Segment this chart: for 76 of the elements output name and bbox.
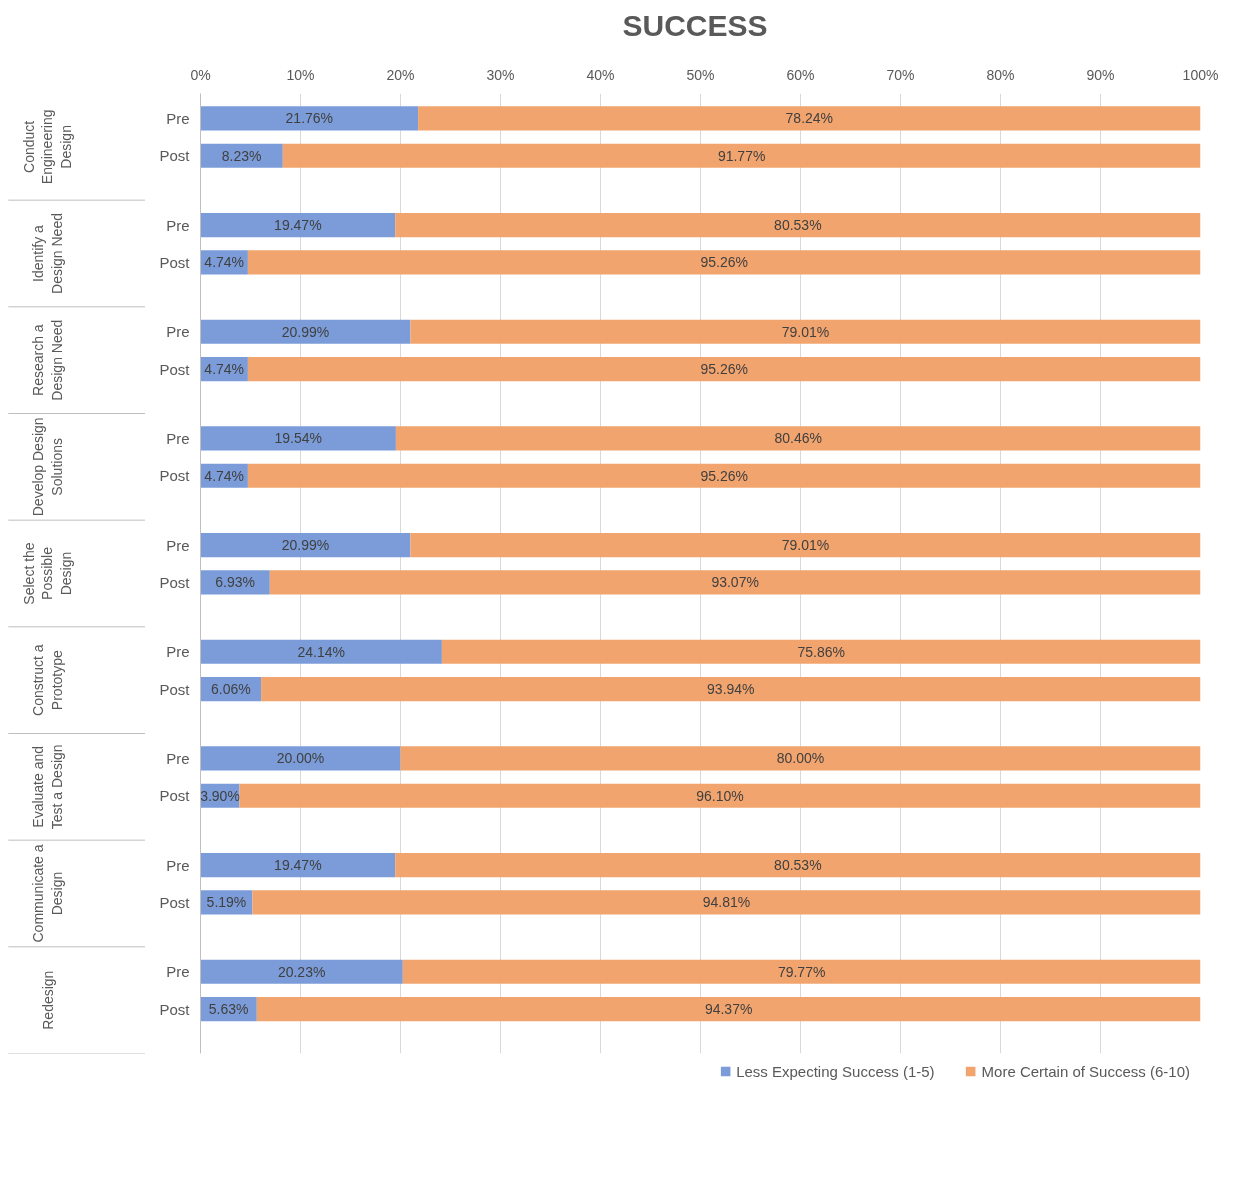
y-tick-label: Post: [159, 147, 191, 165]
legend-label: Less Expecting Success (1-5): [736, 1062, 935, 1080]
data-label: 80.53%: [774, 216, 822, 233]
y-tick-label: Pre: [166, 749, 190, 767]
y-tick-label: Pre: [166, 536, 190, 554]
data-label: 24.14%: [297, 643, 345, 660]
y-tick-label: Pre: [166, 109, 190, 127]
data-label: 96.10%: [696, 787, 744, 804]
y-tick-label: Post: [159, 787, 191, 805]
data-label: 19.47%: [274, 216, 322, 233]
text: Redesign: [39, 970, 56, 1030]
x-tick-label: 0%: [190, 66, 211, 83]
x-tick-label: 40%: [586, 66, 615, 83]
data-label: 79.77%: [777, 963, 826, 980]
y-tick-label: Pre: [166, 963, 190, 981]
data-label: 80.46%: [774, 430, 822, 447]
y-tick-label: Pre: [166, 323, 190, 341]
data-label: 4.74%: [204, 254, 245, 271]
x-tick-label: 80%: [986, 66, 1015, 83]
y-tick-label: Post: [159, 680, 191, 698]
y-tick-label: Post: [159, 573, 191, 591]
data-label: 95.26%: [700, 360, 748, 377]
data-label: 19.54%: [274, 430, 322, 447]
data-label: 79.01%: [781, 536, 830, 553]
y-tick-label: Pre: [166, 856, 190, 874]
data-label: 4.74%: [204, 360, 245, 377]
data-label: 4.74%: [204, 467, 245, 484]
y-tick-label: Post: [159, 360, 191, 378]
data-label: 95.26%: [700, 467, 748, 484]
x-tick-label: 60%: [786, 66, 815, 83]
data-label: 21.76%: [285, 110, 334, 127]
x-tick-label: 70%: [886, 66, 915, 83]
data-label: 6.93%: [215, 574, 255, 591]
text: Identify a Design Need: [30, 212, 65, 294]
text: Research a Design Need: [30, 319, 65, 401]
x-tick-label: 100%: [1182, 66, 1219, 83]
data-label: 20.99%: [281, 323, 330, 340]
text: Select the Possible Design: [21, 542, 74, 605]
data-label: 93.94%: [707, 680, 755, 697]
data-label: 5.19%: [206, 894, 247, 911]
text: Evaluate and Test a Design: [30, 744, 65, 830]
data-label: 79.01%: [781, 323, 830, 340]
y-tick-label: Post: [159, 1000, 191, 1018]
text: Conduct Engineering Design: [21, 109, 74, 185]
y-tick-label: Post: [159, 467, 191, 485]
text: Develop Design Solutions: [30, 417, 65, 517]
data-label: 6.06%: [210, 680, 251, 697]
legend-label: More Certain of Success (6-10): [981, 1062, 1190, 1080]
data-label: 20.99%: [281, 536, 330, 553]
data-label: 95.26%: [700, 254, 748, 271]
data-label: 75.86%: [797, 643, 845, 660]
data-label: 78.24%: [785, 110, 834, 127]
x-tick-label: 20%: [386, 66, 415, 83]
data-label: 8.23%: [221, 147, 262, 164]
x-tick-label: 10%: [286, 66, 315, 83]
data-label: 80.00%: [776, 750, 825, 767]
data-label: 91.77%: [717, 147, 766, 164]
data-label: 93.07%: [711, 574, 759, 591]
x-tick-label: 50%: [686, 66, 715, 83]
text: Communicate a Design: [30, 844, 65, 943]
x-tick-label: 90%: [1086, 66, 1115, 83]
data-label: 5.63%: [208, 1000, 249, 1017]
y-tick-label: Pre: [166, 643, 190, 661]
x-tick-label: 30%: [486, 66, 515, 83]
text: Construct a Prototype: [30, 644, 65, 716]
data-label: 19.47%: [274, 856, 322, 873]
data-label: 80.53%: [774, 856, 822, 873]
data-label: 94.37%: [704, 1000, 753, 1017]
chart-title: SUCCESS: [622, 8, 768, 44]
data-label: 94.81%: [702, 894, 751, 911]
data-label: 20.00%: [276, 750, 325, 767]
data-label: 20.23%: [277, 963, 326, 980]
y-tick-label: Post: [159, 253, 191, 271]
y-tick-label: Post: [159, 893, 191, 911]
y-tick-label: Pre: [166, 216, 190, 234]
y-tick-label: Pre: [166, 429, 190, 447]
